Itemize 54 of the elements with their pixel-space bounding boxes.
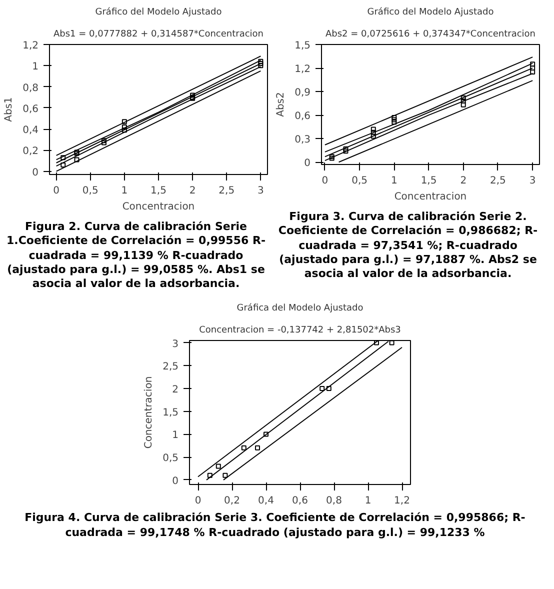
text: Figura 2. Curva de calibración Serie 1.Coeficiente de Correlación = 0,99556 R-cuadrada = 99,1139 % R-cuadrado (ajustado para g.l.) = 99,0585 %. Abs1 se asocia al valor de la adsorbancia. bbox=[5, 220, 267, 292]
chart-title: Gráfica del Modelo Ajustado bbox=[236, 302, 364, 314]
y-tick-label: 0,5 bbox=[162, 454, 179, 465]
x-tick-label: 0,5 bbox=[82, 186, 98, 196]
y-tick-label: 1 bbox=[32, 62, 39, 73]
x-tick-label: 0,5 bbox=[352, 176, 368, 186]
y-axis-title: Concentracion bbox=[144, 376, 155, 450]
x-tick-label: 3 bbox=[258, 186, 264, 196]
x-tick-label: 0,4 bbox=[258, 496, 274, 507]
y-tick-label: 0,2 bbox=[22, 146, 39, 158]
text: Figura 3. Curva de calibración Serie 2. Coeficiente de Correlación = 0,986682; R-cuadrada = 97,3541 %; R-cuadrado (ajustado para g.l.) = 97,1887 %. Abs2 se asocia al valor de la adsorbancia. bbox=[277, 210, 539, 282]
y-tick-label: 0,8 bbox=[22, 82, 39, 94]
x-tick-label: 2,5 bbox=[490, 176, 506, 186]
y-tick-label: 0,6 bbox=[294, 111, 311, 122]
chart-subtitle: Abs2 = 0,0725616 + 0,374347*Concentracion bbox=[325, 30, 536, 40]
y-tick-label: 0,3 bbox=[294, 134, 311, 146]
x-tick-label: 2 bbox=[189, 186, 196, 196]
chart-subtitle: Abs1 = 0,0777882 + 0,314587*Concentracion bbox=[53, 30, 264, 40]
chart-title: Gráfico del Modelo Ajustado bbox=[95, 6, 222, 18]
y-tick-label: 0,9 bbox=[294, 88, 311, 99]
text: Figura 4. Curva de calibración Serie 3. Coeficiente de Correlación = 0,995866; R-cuadrada = 99,1748 % R-cuadrado (ajustado para g.l.) = 99,1233 % bbox=[24, 511, 526, 540]
x-axis-title: Concentracion bbox=[122, 202, 195, 212]
y-tick-label: 0 bbox=[172, 476, 179, 488]
y-tick-label: 2,5 bbox=[162, 362, 179, 374]
x-tick-label: 0 bbox=[194, 496, 202, 507]
x-tick-label: 1,2 bbox=[394, 496, 410, 507]
chart-title: Gráfico del Modelo Ajustado bbox=[367, 6, 494, 18]
x-tick-label: 1 bbox=[390, 176, 398, 186]
y-tick-label: 1,5 bbox=[162, 408, 179, 419]
chart-subtitle: Concentracion = -0,137742 + 2,81502*Abs3 bbox=[199, 326, 401, 336]
y-tick-label: 1,2 bbox=[294, 64, 311, 76]
x-tick-label: 1 bbox=[364, 496, 372, 507]
y-tick-label: 0 bbox=[304, 158, 311, 170]
x-tick-label: 3 bbox=[529, 176, 536, 186]
y-tick-label: 1 bbox=[172, 430, 179, 442]
x-tick-label: 0 bbox=[322, 176, 328, 186]
y-tick-label: 0,4 bbox=[22, 125, 39, 136]
x-tick-label: 0 bbox=[53, 186, 60, 196]
x-tick-label: 1 bbox=[121, 186, 128, 196]
y-tick-label: 1,2 bbox=[22, 40, 39, 52]
x-tick-label: 0,8 bbox=[326, 496, 342, 507]
x-tick-label: 1,5 bbox=[420, 176, 437, 186]
x-axis-title: Concentracion bbox=[394, 192, 467, 202]
x-tick-label: 2 bbox=[460, 176, 467, 186]
y-tick-label: 0 bbox=[32, 167, 39, 178]
y-tick-label: 3 bbox=[172, 339, 179, 350]
y-axis-title: Abs2 bbox=[276, 92, 287, 117]
x-tick-label: 0,2 bbox=[224, 496, 240, 507]
x-tick-label: 2,5 bbox=[218, 186, 235, 196]
y-tick-label: 2 bbox=[172, 384, 179, 396]
x-tick-label: 1,5 bbox=[150, 186, 166, 196]
y-axis-title: Abs1 bbox=[4, 97, 15, 122]
y-tick-label: 1,5 bbox=[294, 40, 311, 52]
y-tick-label: 0,6 bbox=[22, 104, 39, 115]
